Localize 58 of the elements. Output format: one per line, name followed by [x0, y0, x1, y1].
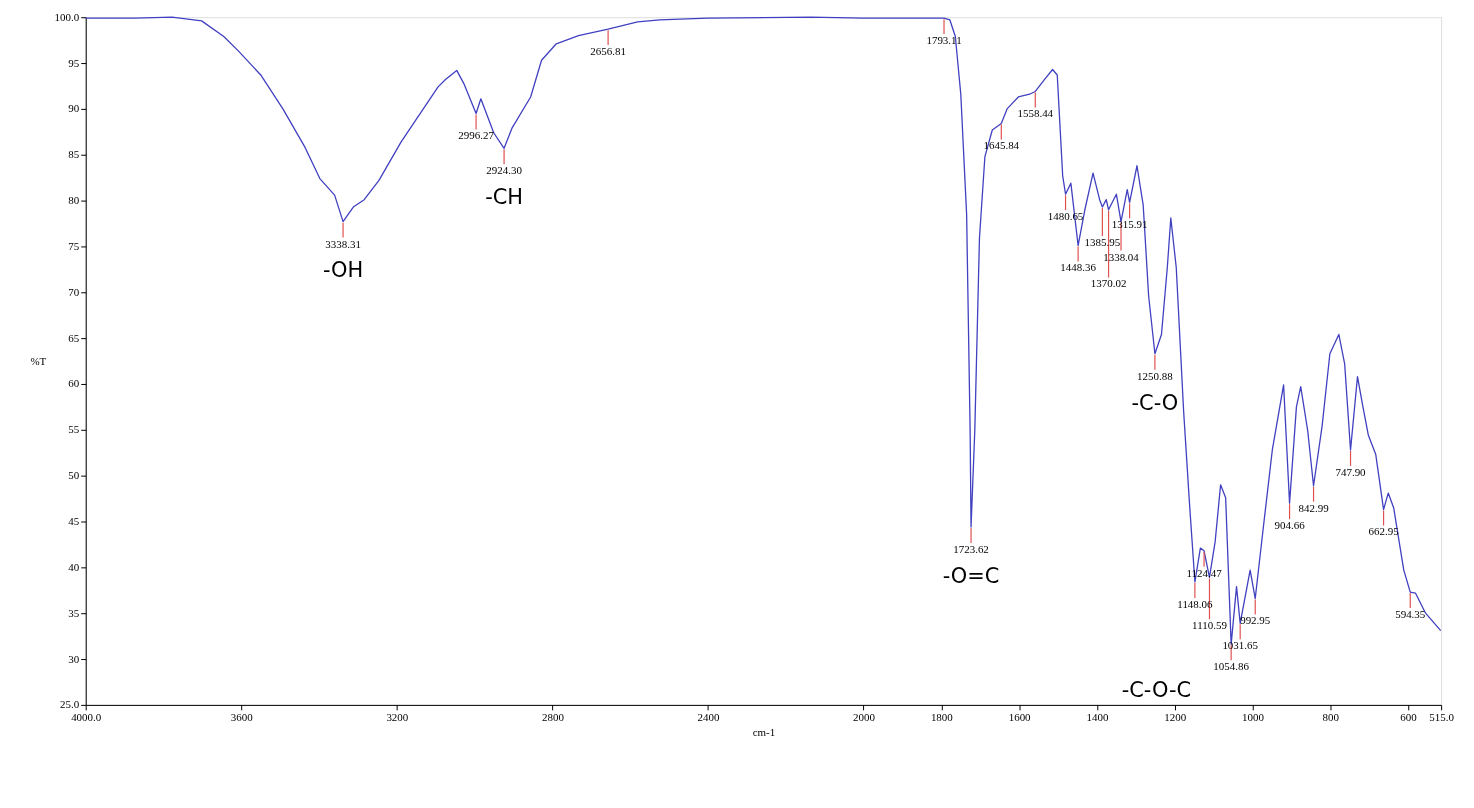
- y-tick-label: 75: [68, 239, 80, 252]
- annotation: 1723.62: [953, 542, 989, 555]
- annotation: 747.90: [1335, 465, 1367, 478]
- x-tick-label: 2800: [541, 711, 565, 724]
- annotation: -CH: [485, 185, 524, 210]
- annotation: 1793.11: [926, 34, 962, 47]
- annotation: 904.66: [1274, 519, 1306, 532]
- y-tick-label: 55: [68, 423, 80, 436]
- y-tick-label: 90: [68, 102, 80, 115]
- y-tick-label: 30: [68, 652, 80, 665]
- x-tick-label: 1800: [930, 711, 954, 724]
- annotation: 1054.86: [1213, 660, 1250, 673]
- y-tick-label: 45: [68, 514, 80, 527]
- x-tick-label: 3200: [386, 711, 409, 724]
- y-tick-label: 60: [68, 377, 80, 390]
- annotation: 662.95: [1368, 525, 1400, 538]
- annotation: 2656.81: [590, 45, 626, 58]
- y-tick-label: 35: [68, 606, 80, 619]
- annotation: 2924.30: [486, 164, 523, 177]
- x-tick-label: 515.0: [1429, 711, 1455, 724]
- annotation: -OH: [322, 258, 364, 283]
- annotation: 594.35: [1395, 608, 1426, 621]
- annotation: 3338.31: [325, 237, 361, 250]
- x-tick-label: 2400: [697, 711, 720, 724]
- annotation: 1110.59: [1192, 619, 1228, 632]
- annotation: 992.95: [1240, 614, 1271, 627]
- annotation: -C-O: [1131, 390, 1179, 415]
- annotation: 1370.02: [1090, 277, 1127, 290]
- y-tick-label: 50: [68, 469, 80, 482]
- y-tick-label: 85: [68, 148, 80, 161]
- annotation: 1448.36: [1060, 261, 1097, 274]
- x-tick-label: 1400: [1086, 711, 1109, 724]
- x-tick-label: 800: [1322, 711, 1340, 724]
- x-tick-label: 4000.0: [71, 711, 102, 724]
- x-tick-label: 2000: [853, 711, 876, 724]
- x-axis-title: cm-1: [752, 726, 776, 739]
- x-tick-label: 1200: [1164, 711, 1187, 724]
- y-tick-label: 40: [68, 560, 80, 573]
- annotation: 2996.27: [458, 129, 495, 142]
- annotation: 1480.65: [1047, 210, 1084, 223]
- annotation: -O=C: [942, 563, 1000, 588]
- annotation: 1558.44: [1017, 107, 1054, 120]
- x-tick-label: 1600: [1008, 711, 1032, 724]
- y-tick-label: 100.0: [54, 10, 80, 23]
- annotation: 1031.65: [1222, 639, 1259, 652]
- x-tick-label: 600: [1400, 711, 1418, 724]
- annotation: -C-O-C: [1121, 677, 1192, 702]
- y-tick-label: 95: [68, 56, 80, 69]
- annotation: 1645.84: [983, 139, 1020, 152]
- annotation: 842.99: [1298, 501, 1330, 514]
- y-tick-label: 25.0: [60, 698, 80, 711]
- annotation: 1250.88: [1137, 369, 1174, 382]
- x-tick-label: 3600: [230, 711, 254, 724]
- y-axis-title: %T: [30, 354, 47, 367]
- y-tick-label: 80: [68, 194, 80, 207]
- y-tick-label: 70: [68, 285, 80, 298]
- x-tick-label: 1000: [1242, 711, 1265, 724]
- y-tick-label: 65: [68, 331, 80, 344]
